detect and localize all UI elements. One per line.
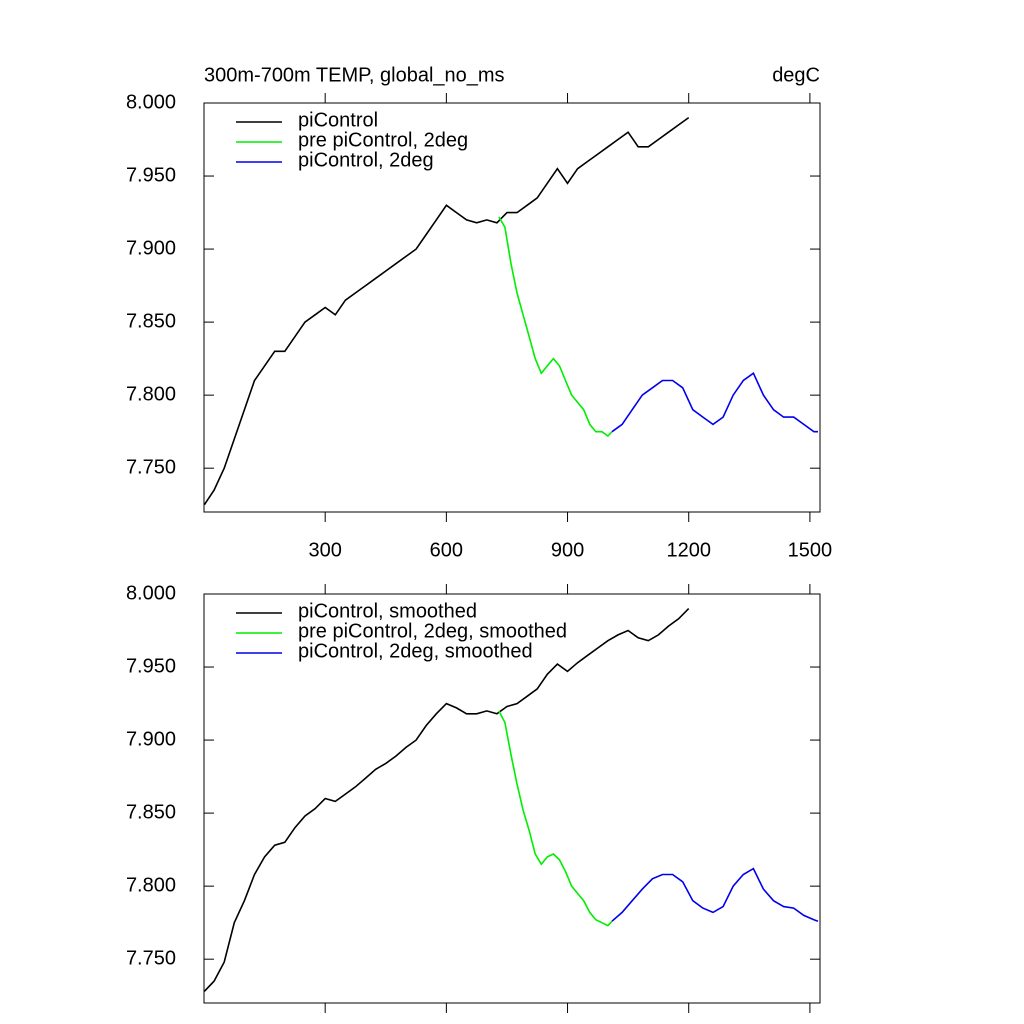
legend-label: piControl, 2deg, smoothed xyxy=(298,640,533,662)
data-line xyxy=(203,116,690,506)
legend-label: pre piControl, 2deg, smoothed xyxy=(298,620,567,642)
x-tick-label: 600 xyxy=(430,539,463,561)
y-tick-label: 7.750 xyxy=(126,456,176,478)
x-tick-label: 300 xyxy=(308,539,341,561)
y-tick-label: 7.950 xyxy=(126,655,176,677)
x-tick-label: 1200 xyxy=(666,539,711,561)
x-tick-label: 900 xyxy=(551,539,584,561)
x-tick-label: 1500 xyxy=(788,539,833,561)
y-tick-label: 8.000 xyxy=(126,91,176,113)
legend-label: piControl xyxy=(298,109,378,131)
data-line xyxy=(498,216,613,438)
y-tick-label: 7.950 xyxy=(126,164,176,186)
legend-label: piControl, smoothed xyxy=(298,600,477,622)
y-tick-label: 7.900 xyxy=(126,237,176,259)
y-tick-label: 8.000 xyxy=(126,582,176,604)
legend-label: piControl, 2deg xyxy=(298,149,434,171)
data-line xyxy=(611,371,818,433)
chart-title: 300m-700m TEMP, global_no_ms xyxy=(204,64,505,86)
y-tick-label: 7.800 xyxy=(126,874,176,896)
data-line xyxy=(611,867,819,922)
plot-frame xyxy=(203,593,821,1004)
y-tick-label: 7.750 xyxy=(126,947,176,969)
legend-label: pre piControl, 2deg xyxy=(298,129,468,151)
y-tick-label: 7.850 xyxy=(126,310,176,332)
data-line xyxy=(203,608,690,992)
y-tick-label: 7.850 xyxy=(126,801,176,823)
data-line xyxy=(498,710,613,927)
y-tick-label: 7.800 xyxy=(126,383,176,405)
plot-frame xyxy=(203,102,821,513)
units-label: degC xyxy=(772,64,820,86)
y-tick-label: 7.900 xyxy=(126,728,176,750)
